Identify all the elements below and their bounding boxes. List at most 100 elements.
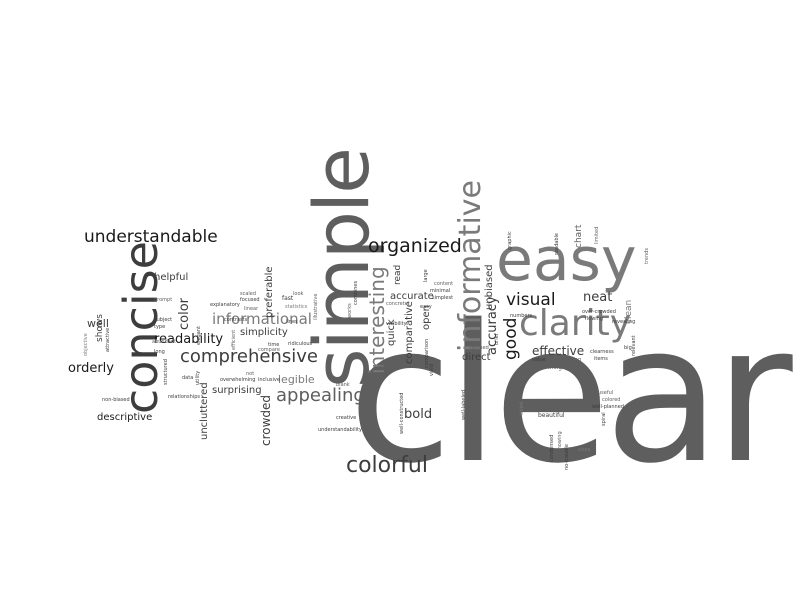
word-revealing: revealing [612, 319, 636, 325]
word-subject: subject [154, 317, 173, 323]
word-clarity: clarity [519, 303, 632, 344]
word-shows: shows [95, 314, 105, 342]
word-flowing: flowing [585, 316, 604, 322]
word-understandable: understandable [84, 227, 218, 247]
word-time: time [268, 342, 280, 348]
word-trends: trends [644, 248, 650, 264]
word-well-constructed: well-constructed [399, 392, 405, 434]
word-blank: blank [336, 382, 350, 388]
word-insightful: insightful [548, 364, 576, 371]
word-crowded: crowded [259, 394, 273, 446]
word-readable: readable [554, 233, 560, 255]
word-relationships: relationships [168, 394, 200, 400]
word-content: content [434, 281, 454, 287]
word-scaled: scaled [240, 291, 257, 297]
word-well-labeled: well-labeled [461, 389, 467, 420]
word-comprehensive: comprehensive [180, 346, 318, 367]
word-clear: clear [348, 284, 793, 505]
word-useful: useful [598, 390, 614, 396]
word-utility: utility [195, 370, 201, 385]
word-explanatory: explanatory [210, 302, 240, 308]
word-clearness: clearness [590, 349, 614, 355]
word-spiral: spiral [601, 412, 607, 426]
word-readability: readability [154, 332, 224, 347]
word-creative: creative [336, 415, 357, 421]
word-well: well [87, 317, 109, 330]
word-read: read [393, 264, 403, 285]
word-eye-opening: eye-opening [550, 357, 582, 363]
word-understandability: understandability [318, 427, 362, 433]
word-preferable: preferable [264, 266, 275, 318]
word-structured: structured [163, 359, 169, 385]
word-no-trouble: no-trouble [564, 444, 570, 470]
word-descriptive: descriptive [97, 412, 153, 423]
word-statistics: statistics [285, 304, 308, 310]
word-abundant: abundant [152, 339, 176, 345]
word-ridiculous: ridiculous [288, 341, 313, 347]
word-effective: effective [532, 344, 585, 358]
word-long: long [154, 349, 165, 355]
word-interesting: interesting [365, 266, 389, 374]
word-unbiased: unbiased [484, 264, 495, 310]
word-beautiful: beautiful [538, 412, 565, 419]
word-visual: visual [506, 290, 556, 310]
word-limited: limited [594, 226, 600, 244]
word-lines: lines [286, 319, 298, 325]
word-elegant: elegant [196, 326, 202, 345]
word-defined: defined [470, 345, 489, 351]
word-colorful: colorful [346, 453, 428, 478]
word-value: value [532, 357, 546, 363]
word-informative: informative [453, 180, 488, 352]
word-organized: organized [368, 235, 462, 257]
word-graphic: graphic [507, 231, 513, 250]
word-sizes: sizes [578, 447, 591, 453]
word-easy-small: easy [420, 304, 432, 310]
word-showing: showing [557, 431, 563, 452]
word-neat: neat [583, 290, 613, 305]
word-large: large [423, 269, 429, 282]
word-efficient: efficient [231, 329, 237, 350]
word-contrasts: contrasts [224, 317, 248, 323]
word-items: items [594, 356, 608, 362]
word-data: data [182, 375, 194, 381]
word-combines: combines [353, 280, 359, 305]
word-color: color [177, 297, 192, 330]
word-simplest: simplest [432, 295, 454, 301]
word-chart: chart [574, 224, 584, 248]
word-well-planned: well-planned [592, 404, 624, 410]
word-accurate: accurate [390, 291, 434, 302]
word-titled: titled [519, 402, 525, 415]
word-not: not [246, 371, 255, 377]
word-attractive: attractive [105, 327, 111, 352]
word-focused: focused [240, 297, 260, 303]
word-look: look [293, 291, 304, 297]
word-relevant: relevant [631, 335, 637, 356]
word-visibility: visibility [386, 321, 407, 327]
word-numbers: numbers [510, 313, 533, 319]
word-linear: linear [244, 306, 259, 312]
word-big: big [624, 345, 632, 351]
word-bold: bold [404, 407, 433, 422]
word-colored: colored [602, 397, 621, 403]
word-fast: fast [282, 295, 294, 302]
word-vivid: vivid [429, 364, 435, 376]
word-condensed: condensed [549, 434, 555, 462]
word-minimal: minimal [430, 288, 451, 294]
word-few: few [378, 363, 387, 369]
word-non-biased: non-biased [102, 397, 130, 403]
word-inclusive: inclusive [258, 377, 280, 383]
word-concrete: concrete [386, 301, 408, 307]
word-legible: legible [278, 373, 315, 386]
word-informational: informational [212, 310, 312, 328]
word-compare: compare [258, 347, 280, 353]
word-prompt: prompt [154, 297, 173, 303]
word-type: type [154, 324, 166, 330]
word-simplicity: simplicity [240, 327, 288, 338]
word-easy: easy [496, 225, 637, 295]
word-uncluttered: uncluttered [199, 382, 210, 440]
word-objective: objective [83, 333, 89, 356]
word-appealing: appealing [276, 385, 365, 406]
word-direct: direct [462, 352, 491, 363]
word-comparison: comparison [424, 338, 430, 368]
